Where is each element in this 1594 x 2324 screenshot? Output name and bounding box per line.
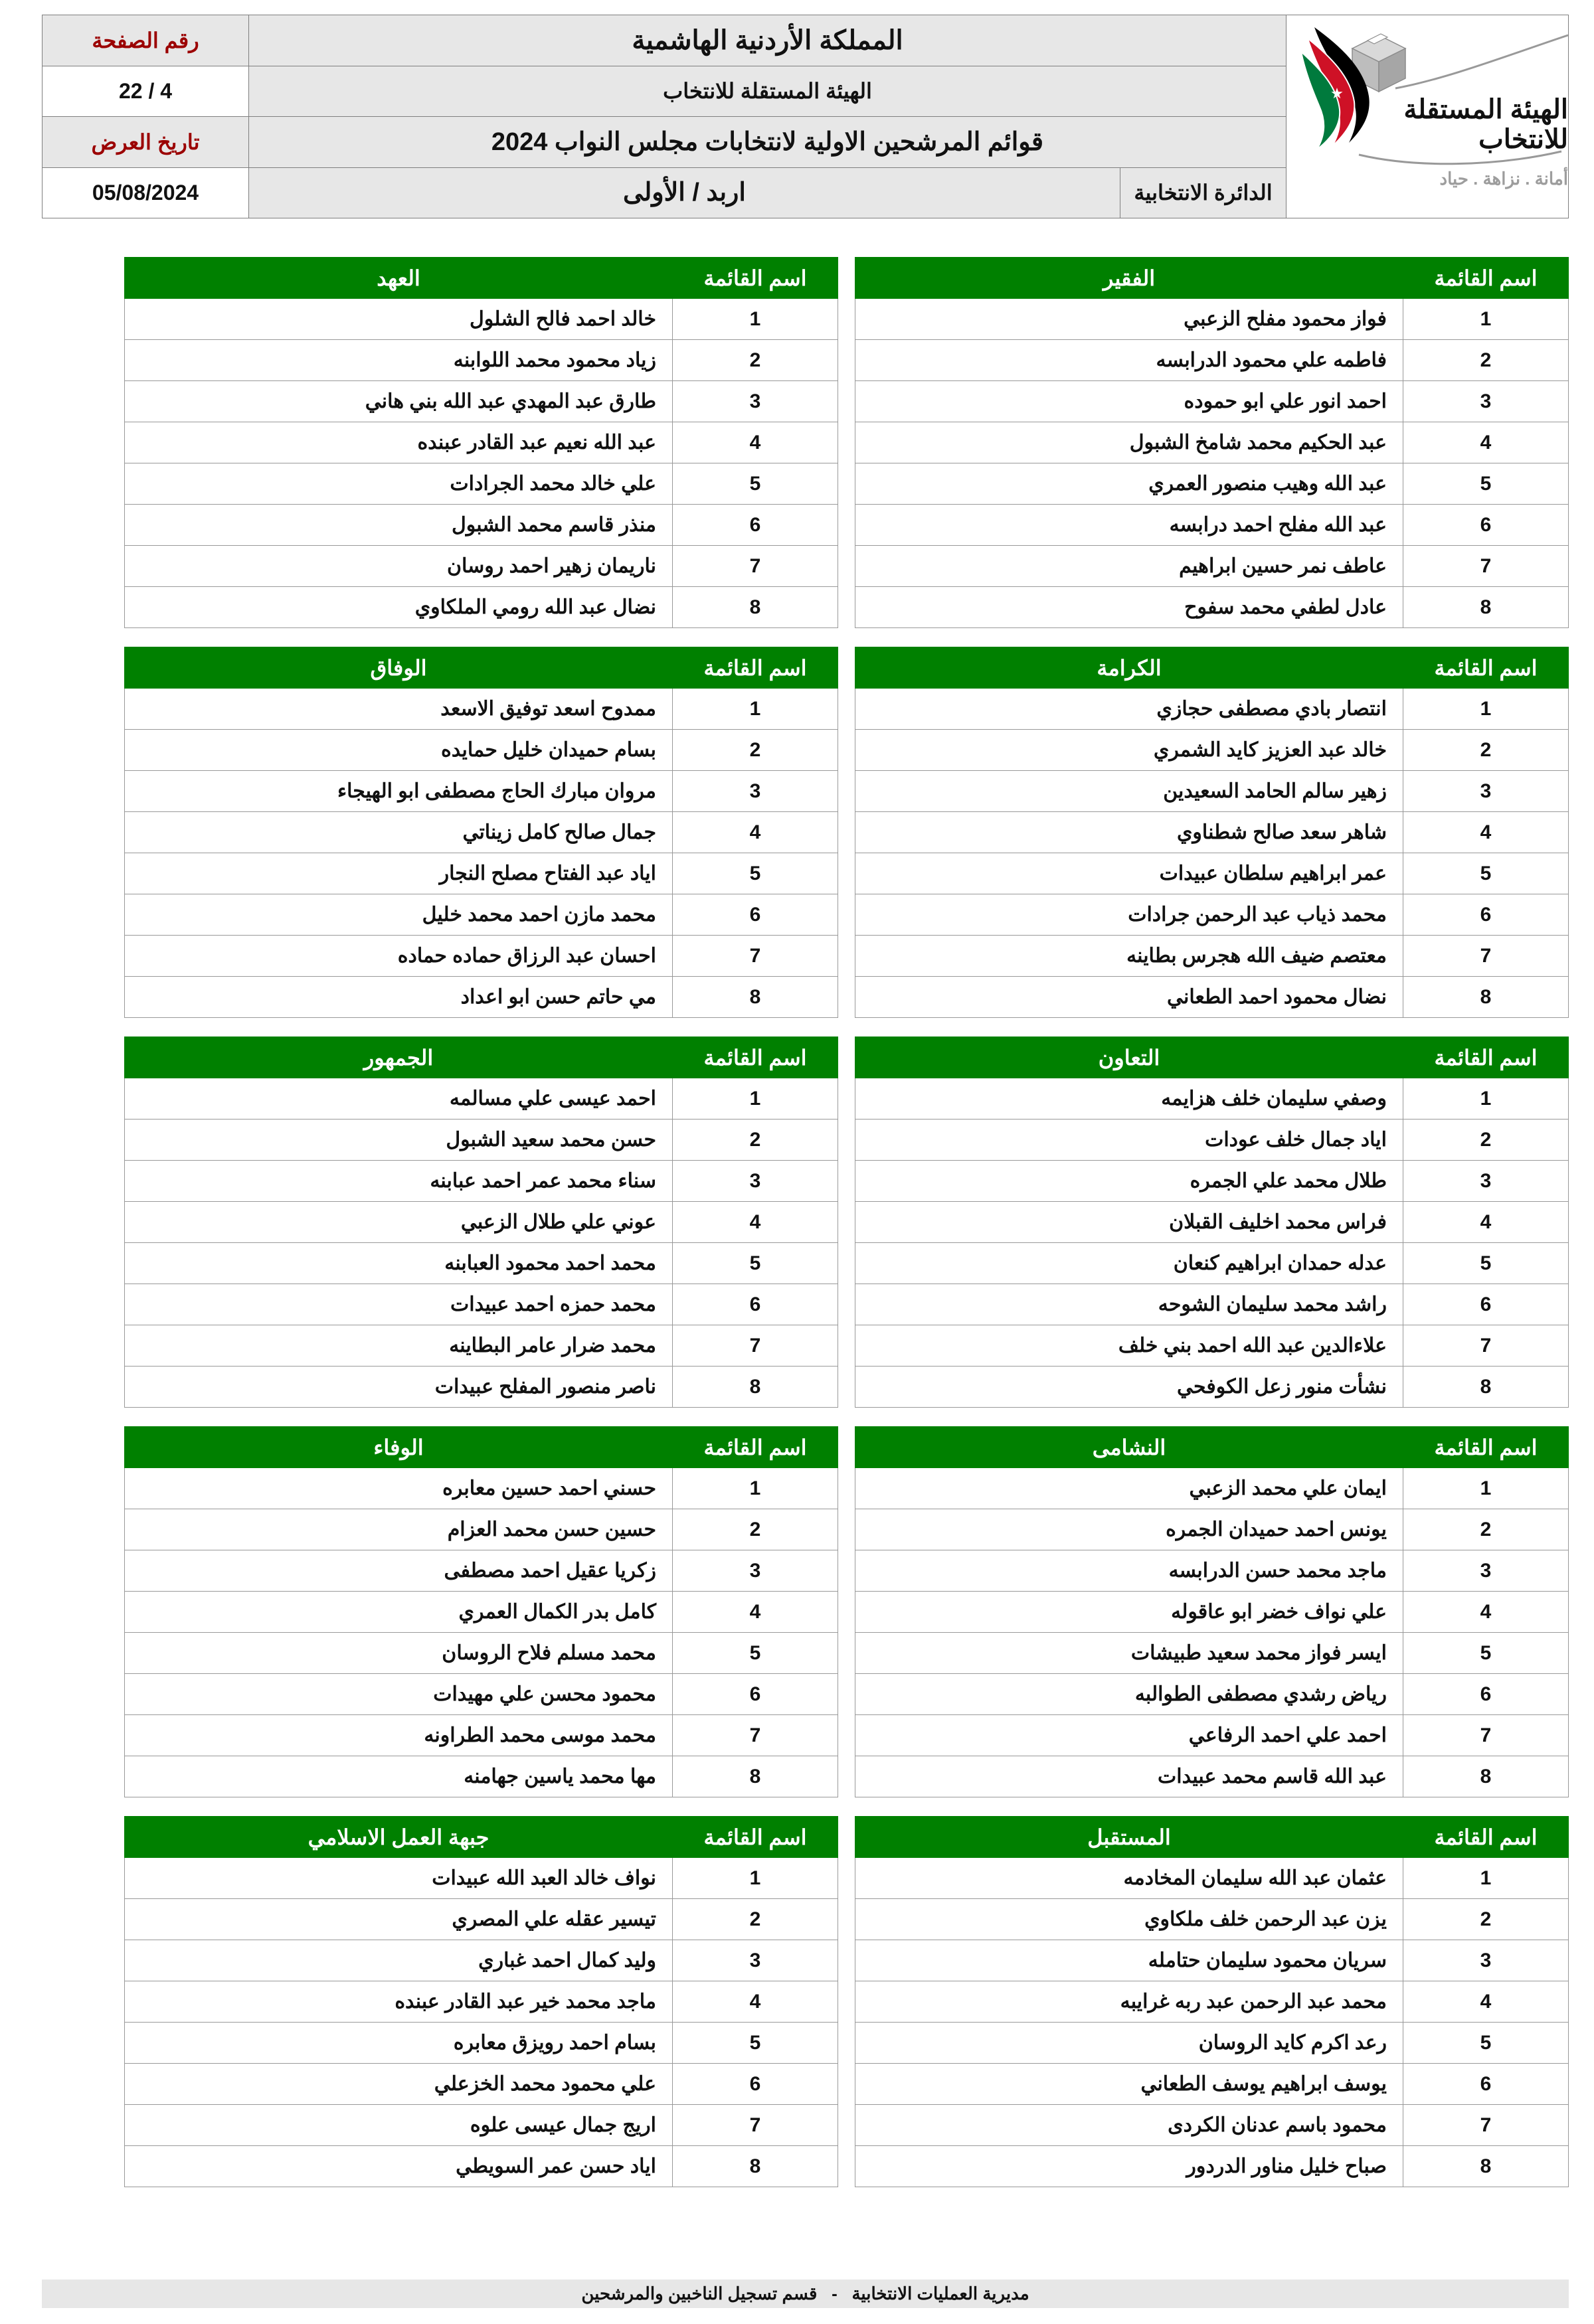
svg-text:الهيئة المستقلة: الهيئة المستقلة	[1403, 95, 1568, 125]
svg-text:أمانة . نزاهة . حياد: أمانة . نزاهة . حياد	[1440, 167, 1568, 189]
svg-text:للانتخاب: للانتخاب	[1478, 125, 1568, 154]
